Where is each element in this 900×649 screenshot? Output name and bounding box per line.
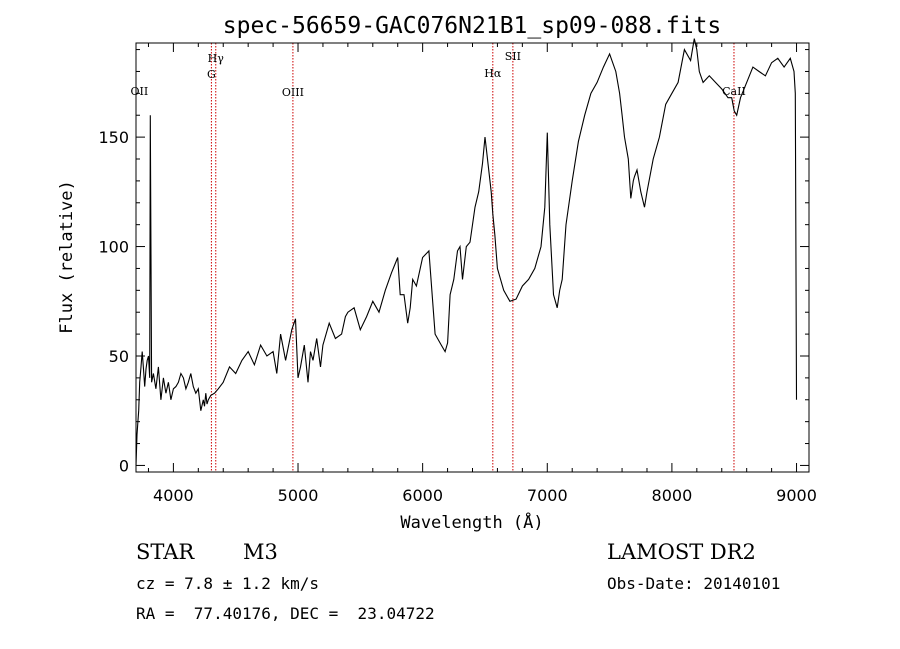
spectral-line-label: CaII xyxy=(722,85,746,98)
spectral-line-label: OII xyxy=(131,85,149,98)
x-axis-label: Wavelength (Å) xyxy=(400,511,543,533)
spectrum-line xyxy=(135,38,798,466)
y-axis-label: Flux (relative) xyxy=(57,180,77,334)
y-tick-label: 100 xyxy=(98,238,129,257)
x-tick-label: 9000 xyxy=(776,486,817,505)
x-tick-label: 6000 xyxy=(402,486,443,505)
x-tick-label: 4000 xyxy=(153,486,194,505)
object-class: STAR xyxy=(136,540,195,564)
object-subclass: M3 xyxy=(243,540,278,564)
survey-name: LAMOST DR2 xyxy=(607,540,756,564)
spectral-line-label: G xyxy=(207,68,216,81)
redshift-text: cz = 7.8 ± 1.2 km/s xyxy=(136,574,320,593)
y-tick-label: 0 xyxy=(119,456,129,475)
chart-title: spec-56659-GAC076N21B1_sp09-088.fits xyxy=(223,13,722,39)
x-tick-label: 7000 xyxy=(527,486,568,505)
y-tick-label: 50 xyxy=(109,347,129,366)
obs-date-text: Obs-Date: 20140101 xyxy=(607,574,781,593)
spectral-line-label: Hγ xyxy=(208,52,225,65)
spectral-line-label: SII xyxy=(505,50,521,63)
plot-frame xyxy=(135,42,810,473)
coordinates-text: RA = 77.40176, DEC = 23.04722 xyxy=(136,604,435,623)
spectral-line-label: Hα xyxy=(484,67,502,80)
axis-ticks: 4000 5000 6000 7000 8000 9000 0 50 100 150 xyxy=(98,43,817,505)
x-tick-label: 5000 xyxy=(278,486,319,505)
spectral-line-label: OIII xyxy=(282,86,304,99)
y-tick-label: 150 xyxy=(98,128,129,147)
x-tick-label: 8000 xyxy=(652,486,693,505)
